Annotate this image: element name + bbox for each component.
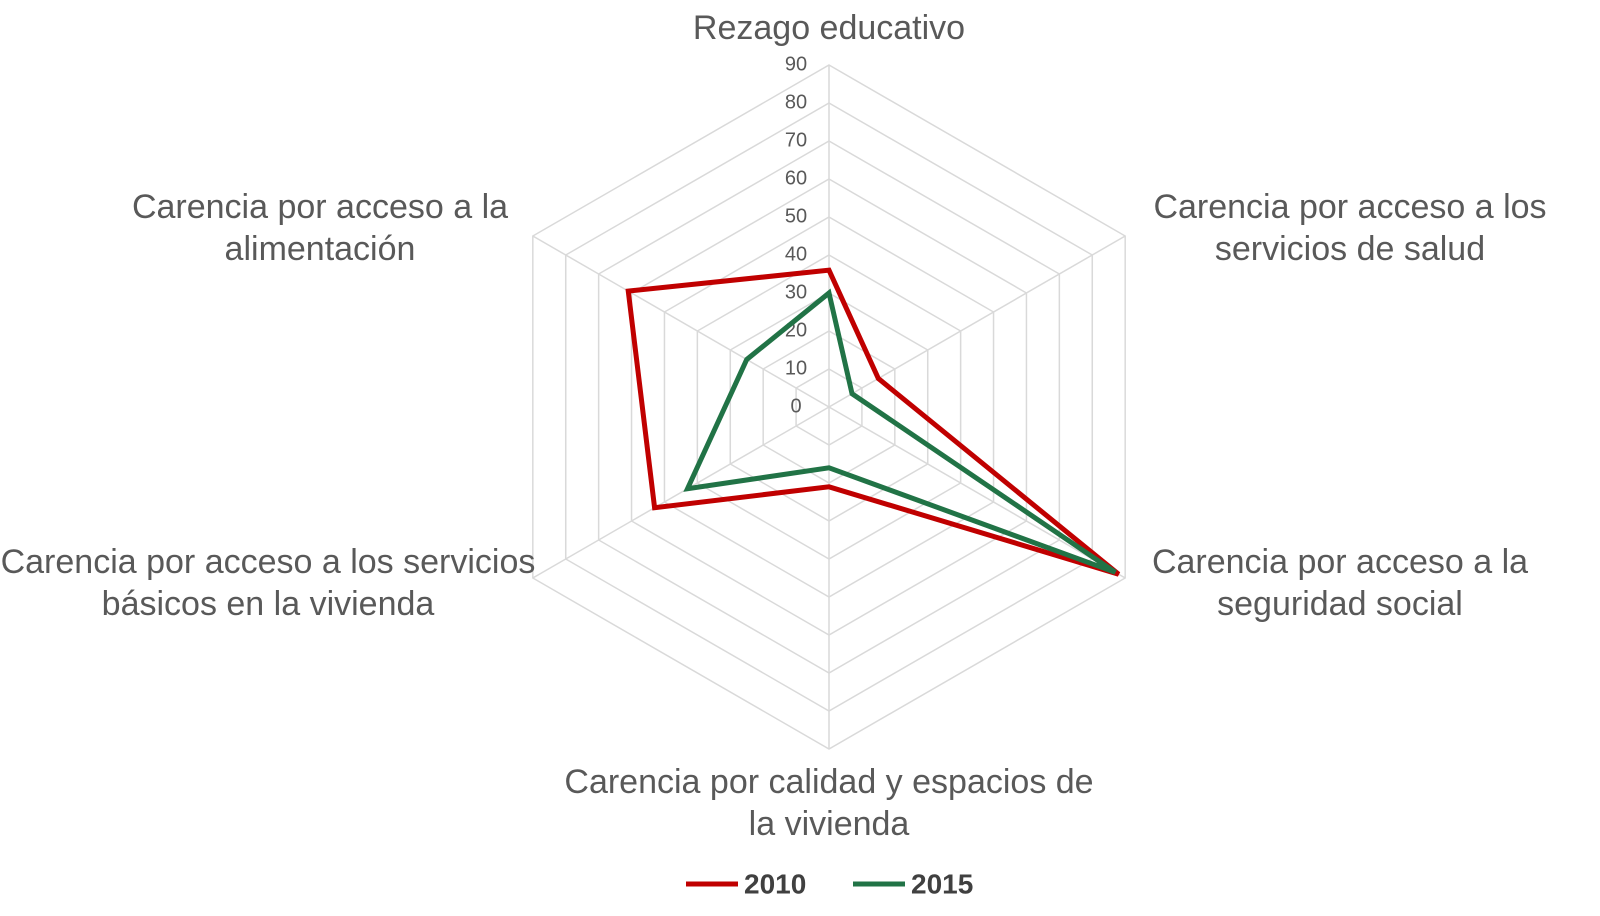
y-tick-label: 90: [785, 53, 807, 75]
legend-label: 2015: [911, 868, 973, 899]
category-label: Carencia por acceso a los servicios bási…: [0, 543, 536, 623]
category-label: Carencia por acceso a la seguridad socia…: [1151, 543, 1529, 623]
y-tick-label: 70: [785, 129, 807, 151]
y-tick-label: 60: [785, 167, 807, 189]
category-label: Carencia por acceso a la alimentación: [131, 188, 509, 268]
category-label: Rezago educativo: [692, 9, 966, 47]
category-label: Carencia por acceso a los servicios de s…: [1153, 188, 1547, 268]
y-tick-label: 0: [790, 395, 801, 417]
axis-spoke: [532, 235, 830, 408]
axis-spoke: [828, 235, 1126, 408]
y-tick-label: 50: [785, 205, 807, 227]
axis-spoke: [828, 406, 1126, 579]
series-line: [683, 288, 1117, 575]
category-label: Carencia por calidad y espacios de la vi…: [564, 763, 1094, 843]
legend-label: 2010: [744, 868, 806, 899]
y-tick-label: 80: [785, 91, 807, 113]
series-line: [625, 267, 1121, 577]
axis-spoke: [532, 406, 830, 579]
y-tick-label: 10: [785, 357, 807, 379]
y-tick-label: 40: [785, 243, 807, 265]
y-tick-label: 30: [785, 281, 807, 303]
